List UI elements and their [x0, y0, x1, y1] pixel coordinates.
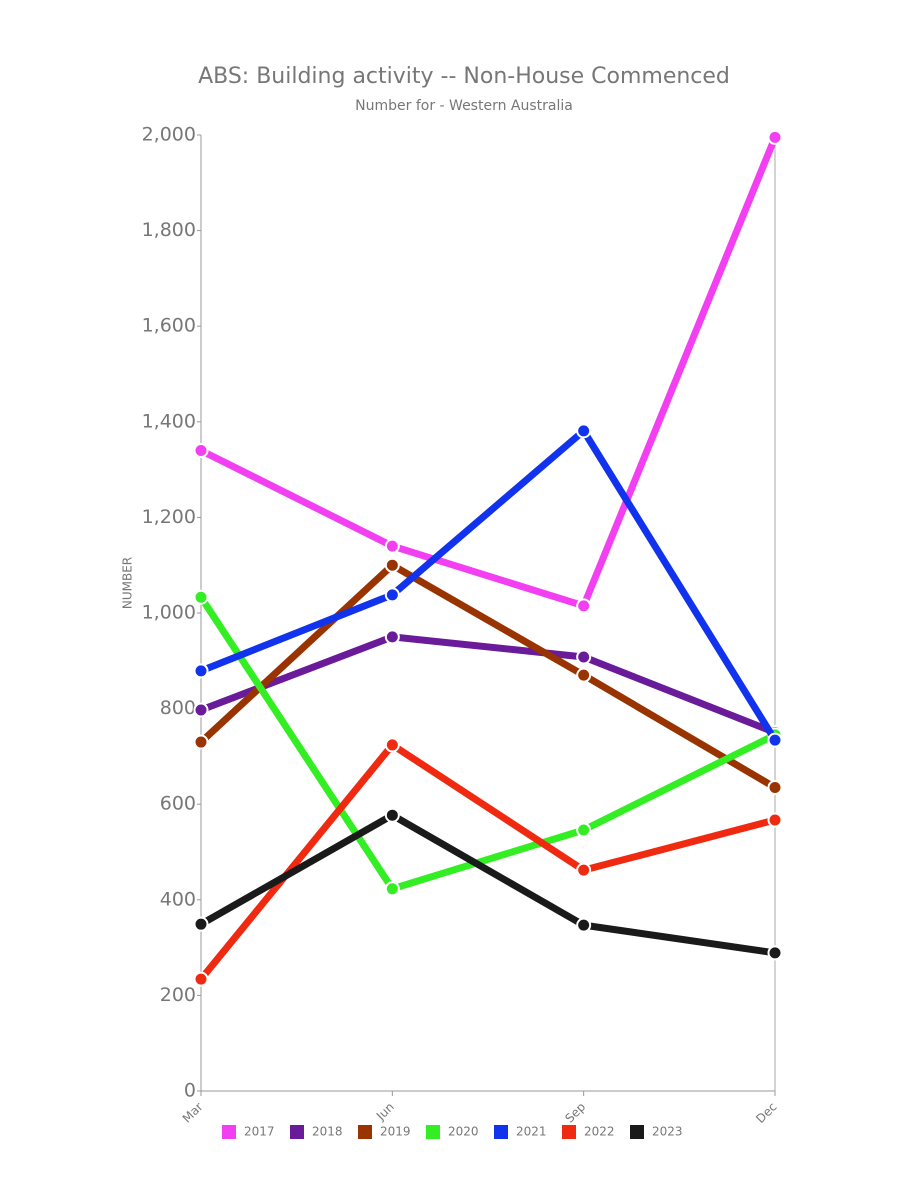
data-point [767, 812, 783, 828]
series-line [199, 633, 777, 736]
data-point [384, 587, 400, 603]
data-point [193, 916, 209, 932]
chart-subtitle: Number for - Western Australia [355, 98, 573, 114]
data-point [384, 807, 400, 823]
y-tick-label: 1,400 [142, 410, 196, 432]
y-tick-label: 200 [160, 984, 196, 1006]
legend-swatch [562, 1125, 576, 1139]
data-point [193, 442, 209, 458]
x-tick-label: Jun [373, 1100, 397, 1124]
legend-label: 2021 [516, 1125, 547, 1139]
x-tick-label: Dec [753, 1100, 779, 1126]
data-point [193, 734, 209, 750]
data-point [384, 538, 400, 554]
legend-swatch [358, 1125, 372, 1139]
data-point [384, 881, 400, 897]
x-tick-label: Mar [180, 1100, 206, 1126]
series-line [198, 595, 777, 893]
data-point [384, 737, 400, 753]
series-line [199, 136, 779, 610]
chart-title: ABS: Building activity -- Non-House Comm… [198, 64, 730, 89]
data-point [576, 667, 592, 683]
y-tick-label: 1,000 [142, 602, 196, 624]
legend-label: 2018 [312, 1125, 343, 1139]
y-tick-label: 400 [160, 888, 196, 910]
x-tick-label: Sep [562, 1100, 588, 1126]
data-point [384, 629, 400, 645]
data-point [384, 557, 400, 573]
y-tick-label: 0 [184, 1080, 196, 1102]
data-point [193, 663, 209, 679]
data-point [193, 971, 209, 987]
data-point [576, 598, 592, 614]
y-tick-label: 800 [160, 697, 196, 719]
series-line [198, 561, 777, 791]
y-tick-label: 600 [160, 793, 196, 815]
series-line [198, 741, 776, 982]
data-point [193, 589, 209, 605]
legend-label: 2022 [584, 1125, 615, 1139]
legend-label: 2017 [244, 1125, 275, 1139]
data-point [193, 702, 209, 718]
y-tick-label: 1,200 [142, 506, 196, 528]
legend-swatch [630, 1125, 644, 1139]
y-axis-label: NUMBER [121, 557, 135, 609]
legend-swatch [222, 1125, 236, 1139]
legend-swatch [426, 1125, 440, 1139]
legend-swatch [494, 1125, 508, 1139]
data-point [767, 945, 783, 961]
legend-label: 2020 [448, 1125, 479, 1139]
legend-label: 2019 [380, 1125, 411, 1139]
data-point [767, 732, 783, 748]
series-line [199, 811, 776, 957]
legend-label: 2023 [652, 1125, 683, 1139]
data-point [576, 822, 592, 838]
y-tick-label: 1,800 [142, 219, 196, 241]
data-point [767, 129, 783, 145]
legend-swatch [290, 1125, 304, 1139]
data-point [576, 917, 592, 933]
y-tick-label: 1,600 [142, 315, 196, 337]
y-tick-label: 2,000 [142, 124, 196, 146]
data-point [576, 649, 592, 665]
data-point [576, 862, 592, 878]
data-point [576, 423, 592, 439]
data-point [767, 779, 783, 795]
series-line [199, 427, 778, 742]
